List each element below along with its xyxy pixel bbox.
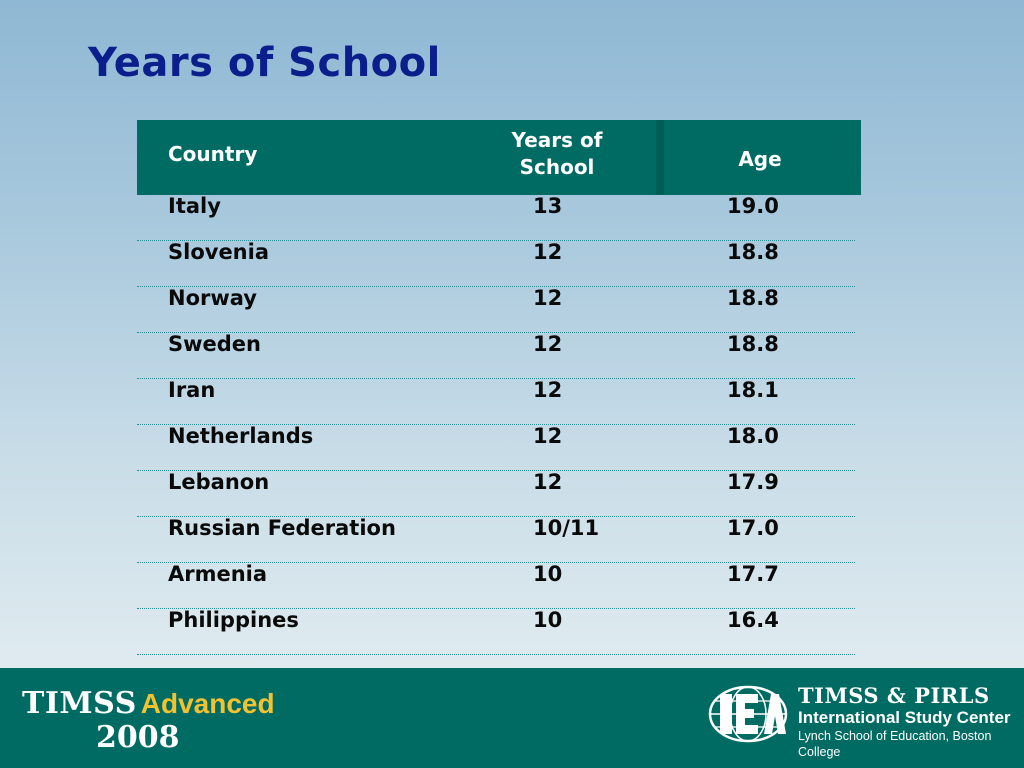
table-row: Armenia 10 17.7 (137, 563, 855, 609)
cell-years-of-school: 12 (533, 424, 563, 448)
table-row: Iran 12 18.1 (137, 379, 855, 425)
cell-years-of-school: 12 (533, 286, 563, 310)
cell-country: Slovenia (168, 240, 270, 264)
cell-age: 18.8 (727, 286, 779, 310)
footer-bar: TIMSS Advanced 2008 TIMSS & PIRLS Interna… (0, 668, 1024, 768)
cell-age: 18.8 (727, 332, 779, 356)
cell-age: 18.8 (727, 240, 779, 264)
table-row: Italy 13 19.0 (137, 195, 855, 241)
table-row: Norway 12 18.8 (137, 287, 855, 333)
table-row: Slovenia 12 18.8 (137, 241, 855, 287)
logo-year-text: 2008 (96, 720, 180, 755)
cell-years-of-school: 12 (533, 332, 563, 356)
logo-timss-text: TIMSS (22, 686, 137, 721)
isc-logo-text: TIMSS & PIRLS International Study Center… (798, 684, 1024, 760)
cell-age: 19.0 (727, 194, 779, 218)
cell-age: 17.9 (727, 470, 779, 494)
timss-advanced-logo: TIMSS Advanced 2008 (22, 686, 275, 755)
isc-line2: International Study Center (798, 708, 1011, 727)
cell-years-of-school: 12 (533, 240, 563, 264)
cell-country: Iran (168, 378, 216, 402)
logo-advanced-text: Advanced (140, 688, 275, 719)
cell-country: Netherlands (168, 424, 314, 448)
data-table: Country Years of School Age Italy 13 19.0 S… (137, 120, 861, 655)
iea-globe-logo-icon (708, 685, 788, 743)
cell-years-of-school: 10 (533, 608, 563, 632)
cell-years-of-school: 12 (533, 378, 563, 402)
cell-years-of-school: 10/11 (533, 516, 600, 540)
table-row: Russian Federation 10/11 17.0 (137, 517, 855, 563)
header-age: Age (738, 147, 782, 171)
isc-line3: Lynch School of Education, Boston Colleg… (798, 729, 992, 759)
header-years-line2: School (519, 155, 595, 179)
table-row: Netherlands 12 18.0 (137, 425, 855, 471)
cell-country: Armenia (168, 562, 268, 586)
table-body: Italy 13 19.0 Slovenia 12 18.8 Norway 12 18.8 Swe… (137, 195, 861, 655)
isc-line1: TIMSS & PIRLS (798, 683, 990, 708)
cell-country: Norway (168, 286, 257, 310)
cell-years-of-school: 12 (533, 470, 563, 494)
header-divider (656, 120, 664, 195)
cell-country: Lebanon (168, 470, 270, 494)
table-header: Country Years of School Age (137, 120, 861, 195)
table-row: Philippines 10 16.4 (137, 609, 855, 655)
cell-age: 18.1 (727, 378, 779, 402)
header-country: Country (168, 142, 258, 166)
cell-age: 17.0 (727, 516, 779, 540)
page-title: Years of School (88, 40, 441, 86)
cell-country: Sweden (168, 332, 261, 356)
header-years-line1: Years of (511, 128, 603, 152)
cell-age: 16.4 (727, 608, 779, 632)
header-years-of-school: Years of School (487, 127, 627, 181)
cell-age: 17.7 (727, 562, 779, 586)
cell-country: Italy (168, 194, 221, 218)
cell-years-of-school: 13 (533, 194, 563, 218)
table-row: Sweden 12 18.8 (137, 333, 855, 379)
cell-years-of-school: 10 (533, 562, 563, 586)
cell-country: Philippines (168, 608, 299, 632)
table-row: Lebanon 12 17.9 (137, 471, 855, 517)
cell-country: Russian Federation (168, 516, 396, 540)
cell-age: 18.0 (727, 424, 779, 448)
